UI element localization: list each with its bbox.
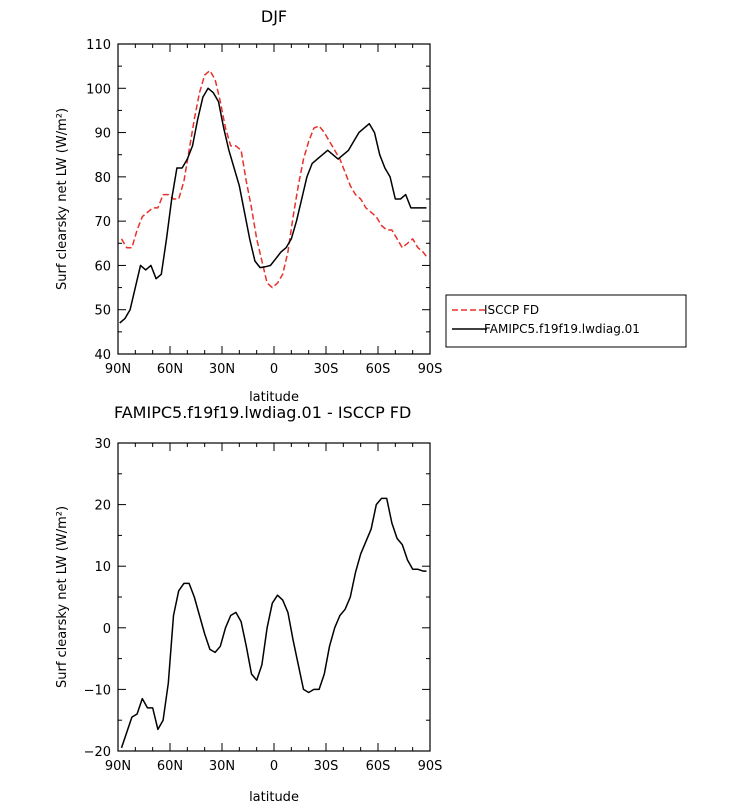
chart-title-top: DJF — [261, 7, 287, 26]
ticks-bottom: 90N 60N 30N 0 30S 60S 90S −20 −10 0 10 20 30 — [84, 437, 443, 774]
legend-label-famipc5: FAMIPC5.f19f19.lwdiag.01 — [484, 322, 640, 336]
series-line-0-1 — [119, 87, 427, 324]
y-tick-label: 10 — [94, 560, 111, 575]
x-axis-label-top: latitude — [249, 390, 299, 405]
bottom-panel: FAMIPC5.f19f19.lwdiag.01 - ISCCP FD 90N 6… — [55, 403, 442, 805]
x-axis-label-bottom: latitude — [249, 790, 299, 805]
y-tick-label: 100 — [86, 82, 111, 97]
y-tick-label: 30 — [94, 437, 111, 452]
x-tick-label: 0 — [270, 362, 278, 377]
y-tick-label: −10 — [84, 683, 111, 698]
y-tick-label: 60 — [94, 259, 111, 274]
x-tick-label: 60S — [366, 362, 391, 377]
y-tick-label: 20 — [94, 499, 111, 514]
y-tick-label: 70 — [94, 215, 111, 230]
x-tick-label: 90S — [418, 362, 443, 377]
series-line-1-0 — [120, 497, 427, 749]
y-tick-label: 90 — [94, 127, 111, 142]
legend-box — [445, 294, 687, 348]
x-tick-label: 30N — [209, 759, 235, 774]
y-tick-label: −20 — [84, 745, 111, 760]
x-tick-label: 60S — [366, 759, 391, 774]
x-tick-label: 30S — [314, 759, 339, 774]
legend: ISCCP FD FAMIPC5.f19f19.lwdiag.01 — [445, 294, 687, 348]
y-tick-label: 50 — [94, 304, 111, 319]
x-tick-label: 30S — [314, 362, 339, 377]
legend-label-isccp: ISCCP FD — [484, 303, 539, 317]
x-tick-label: 90S — [418, 759, 443, 774]
y-axis-label-bottom: Surf clearsky net LW (W/m²) — [55, 506, 70, 688]
x-tick-label: 90N — [105, 362, 131, 377]
x-tick-label: 90N — [105, 759, 131, 774]
y-tick-label: 0 — [103, 622, 111, 637]
plot-frame-top — [117, 43, 431, 355]
top-panel: DJF 90N 60N 30N 0 30S 60S 90S 40 50 60 70 80 90 100 11… — [55, 7, 442, 405]
y-tick-label: 40 — [94, 348, 111, 363]
ticks-top: 90N 60N 30N 0 30S 60S 90S 40 50 60 70 80 90 100 110 — [86, 38, 442, 377]
series-layer-bottom — [120, 497, 427, 749]
series-line-0-0 — [120, 69, 428, 289]
y-tick-label: 110 — [86, 38, 111, 53]
y-axis-label-top: Surf clearsky net LW (W/m²) — [55, 108, 70, 290]
x-tick-label: 0 — [270, 759, 278, 774]
x-tick-label: 60N — [157, 759, 183, 774]
series-layer-top — [119, 69, 428, 324]
x-tick-label: 60N — [157, 362, 183, 377]
chart-title-bottom: FAMIPC5.f19f19.lwdiag.01 - ISCCP FD — [114, 403, 411, 422]
x-tick-label: 30N — [209, 362, 235, 377]
y-tick-label: 80 — [94, 171, 111, 186]
